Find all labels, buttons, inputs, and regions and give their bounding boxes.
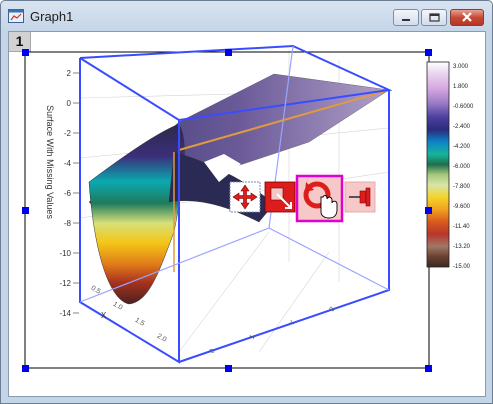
close-button[interactable] <box>450 9 484 26</box>
y-tick-label: 0 <box>209 348 217 355</box>
handle-middle-left <box>22 207 29 214</box>
handle-bottom-right <box>425 365 432 372</box>
handle-bottom-center <box>225 365 232 372</box>
y-tick-label: 1 <box>249 334 257 341</box>
colorbar-label: -13.20 <box>453 244 471 250</box>
close-icon <box>462 12 472 22</box>
graph-app-icon <box>8 9 24 23</box>
colorbar-ramp <box>426 61 450 268</box>
window-title: Graph1 <box>30 9 74 24</box>
selection-handles[interactable] <box>22 49 432 372</box>
box-top-face <box>79 44 393 121</box>
z-axis-ticks: 2 0 -2 -4 -6 -8 -10 -12 -14 <box>59 69 79 318</box>
z-tick-label: 2 <box>67 69 72 78</box>
grid-line <box>258 251 330 353</box>
3d-manipulation-toolbar[interactable] <box>229 174 376 223</box>
handle-top-center <box>225 49 232 56</box>
colorbar-label: 3.000 <box>453 64 469 70</box>
colorbar-label: -2.400 <box>453 124 471 130</box>
resize-icon[interactable] <box>264 181 296 213</box>
x-tick-label: 1.0 <box>112 301 124 312</box>
move-icon[interactable] <box>229 181 261 213</box>
z-tick-label: -12 <box>59 279 71 288</box>
missing-values-hole <box>204 154 241 182</box>
colorbar-label: -11.40 <box>453 224 470 230</box>
minimize-button[interactable] <box>393 9 419 26</box>
x-tick-label: 1.5 <box>134 317 146 328</box>
x-axis-letter: X <box>101 311 107 320</box>
hand-cursor-icon <box>320 195 338 219</box>
colorbar-label: -9.600 <box>453 204 471 210</box>
maximize-button[interactable] <box>421 9 447 26</box>
layer-tab[interactable]: 1 <box>9 32 31 52</box>
handle-bottom-left <box>22 365 29 372</box>
y-tick-label: 2 <box>329 306 337 313</box>
rotate-icon[interactable] <box>295 174 344 223</box>
surface-plot[interactable] <box>88 73 390 305</box>
plot-canvas: 2 0 -2 -4 -6 -8 -10 -12 -14 Surface With Missing… <box>22 44 474 372</box>
colorbar-label: -4.200 <box>453 144 471 150</box>
graph-page[interactable]: 1 <box>8 31 486 397</box>
z-tick-label: -6 <box>64 189 72 198</box>
y-axis-title: Surface With Missing Values <box>45 105 55 219</box>
grid-line <box>178 231 270 353</box>
minimize-icon <box>402 19 410 21</box>
z-tick-label: 0 <box>67 99 72 108</box>
pin-icon[interactable] <box>344 181 376 213</box>
z-tick-label: -2 <box>64 129 72 138</box>
3d-box-frame[interactable] <box>79 44 393 364</box>
x-tick-label: 0.5 <box>90 285 102 296</box>
colorbar-label: 1.800 <box>453 84 469 90</box>
surface-edge-line <box>178 89 390 151</box>
colorbar-labels: 3.000 1.800 -0.6000 -2.400 -4.200 -6.000 -7.80… <box>453 64 474 270</box>
x-tick-label: 2.0 <box>156 333 168 344</box>
colorbar[interactable]: 3.000 1.800 -0.6000 -2.400 -4.200 -6.000 -7.80… <box>426 61 474 270</box>
colorbar-label: -6.000 <box>453 164 471 170</box>
colorbar-label: -0.6000 <box>453 104 474 110</box>
colorbar-label: -15.00 <box>453 264 471 270</box>
surface-front <box>88 123 185 305</box>
y-axis-ticks: 0 1 Y 2 <box>209 306 337 355</box>
title-bar[interactable]: Graph1 <box>1 1 492 31</box>
y-tick-label: Y <box>289 319 298 327</box>
z-tick-label: -14 <box>59 309 71 318</box>
z-tick-label: -4 <box>64 159 72 168</box>
handle-top-right <box>425 49 432 56</box>
z-tick-label: -10 <box>59 249 71 258</box>
handle-top-left <box>22 49 29 56</box>
handle-middle-right <box>425 207 432 214</box>
colorbar-label: -7.800 <box>453 184 471 190</box>
x-axis-ticks: 0.5 1.0 1.5 2.0 <box>90 285 168 344</box>
z-tick-label: -8 <box>64 219 72 228</box>
